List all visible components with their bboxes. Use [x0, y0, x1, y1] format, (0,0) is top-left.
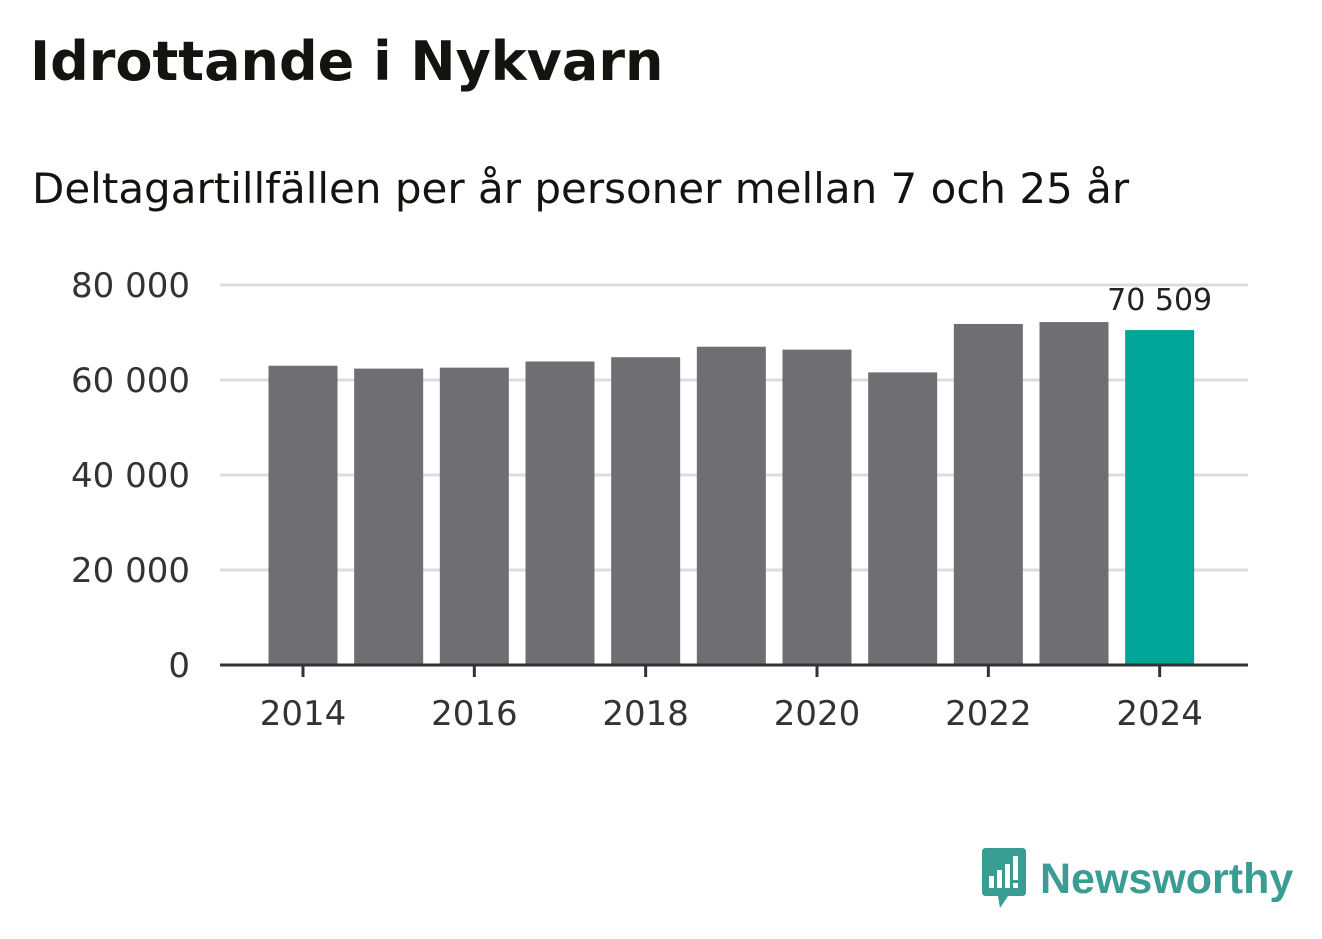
x-tick-label: 2014 — [260, 694, 347, 734]
chart-title: Idrottande i Nykvarn — [30, 30, 664, 93]
bar-2023 — [1039, 322, 1109, 665]
bar-2015 — [354, 368, 424, 665]
data-label-2024: 70 509 — [1107, 283, 1212, 318]
bar-2018 — [611, 357, 681, 665]
x-tick-label: 2022 — [945, 694, 1032, 734]
bar-2020 — [782, 349, 852, 665]
annotations: 70 509 — [1107, 283, 1212, 318]
brand-name: Newsworthy — [1040, 854, 1294, 903]
bar-2019 — [696, 346, 766, 665]
x-tick-label: 2024 — [1116, 694, 1203, 734]
bar-2016 — [439, 367, 509, 665]
x-tick-label: 2016 — [431, 694, 518, 734]
bar-2021 — [868, 372, 938, 665]
y-tick-label: 40 000 — [71, 456, 190, 496]
y-tick-label: 20 000 — [71, 551, 190, 591]
chart-subtitle: Deltagartillfällen per år personer mella… — [32, 164, 1130, 213]
y-tick-label: 80 000 — [71, 266, 190, 306]
y-tick-label: 60 000 — [71, 361, 190, 401]
x-tick-label: 2018 — [602, 694, 689, 734]
bar-2017 — [525, 361, 595, 665]
bar-2014 — [268, 365, 338, 665]
bar-2024 — [1125, 330, 1195, 665]
x-tick-label: 2020 — [774, 694, 861, 734]
y-tick-label: 0 — [168, 646, 190, 686]
x-axis-ticks: 2014 2016 2018 2020 2022 2024 — [260, 665, 1203, 734]
bar-2022 — [953, 323, 1023, 665]
y-axis-labels: 0 20 000 40 000 60 000 80 000 — [71, 266, 190, 686]
bars — [268, 322, 1195, 665]
newsworthy-logo-icon — [982, 848, 1026, 908]
newsworthy-brand: Newsworthy — [978, 846, 1293, 912]
